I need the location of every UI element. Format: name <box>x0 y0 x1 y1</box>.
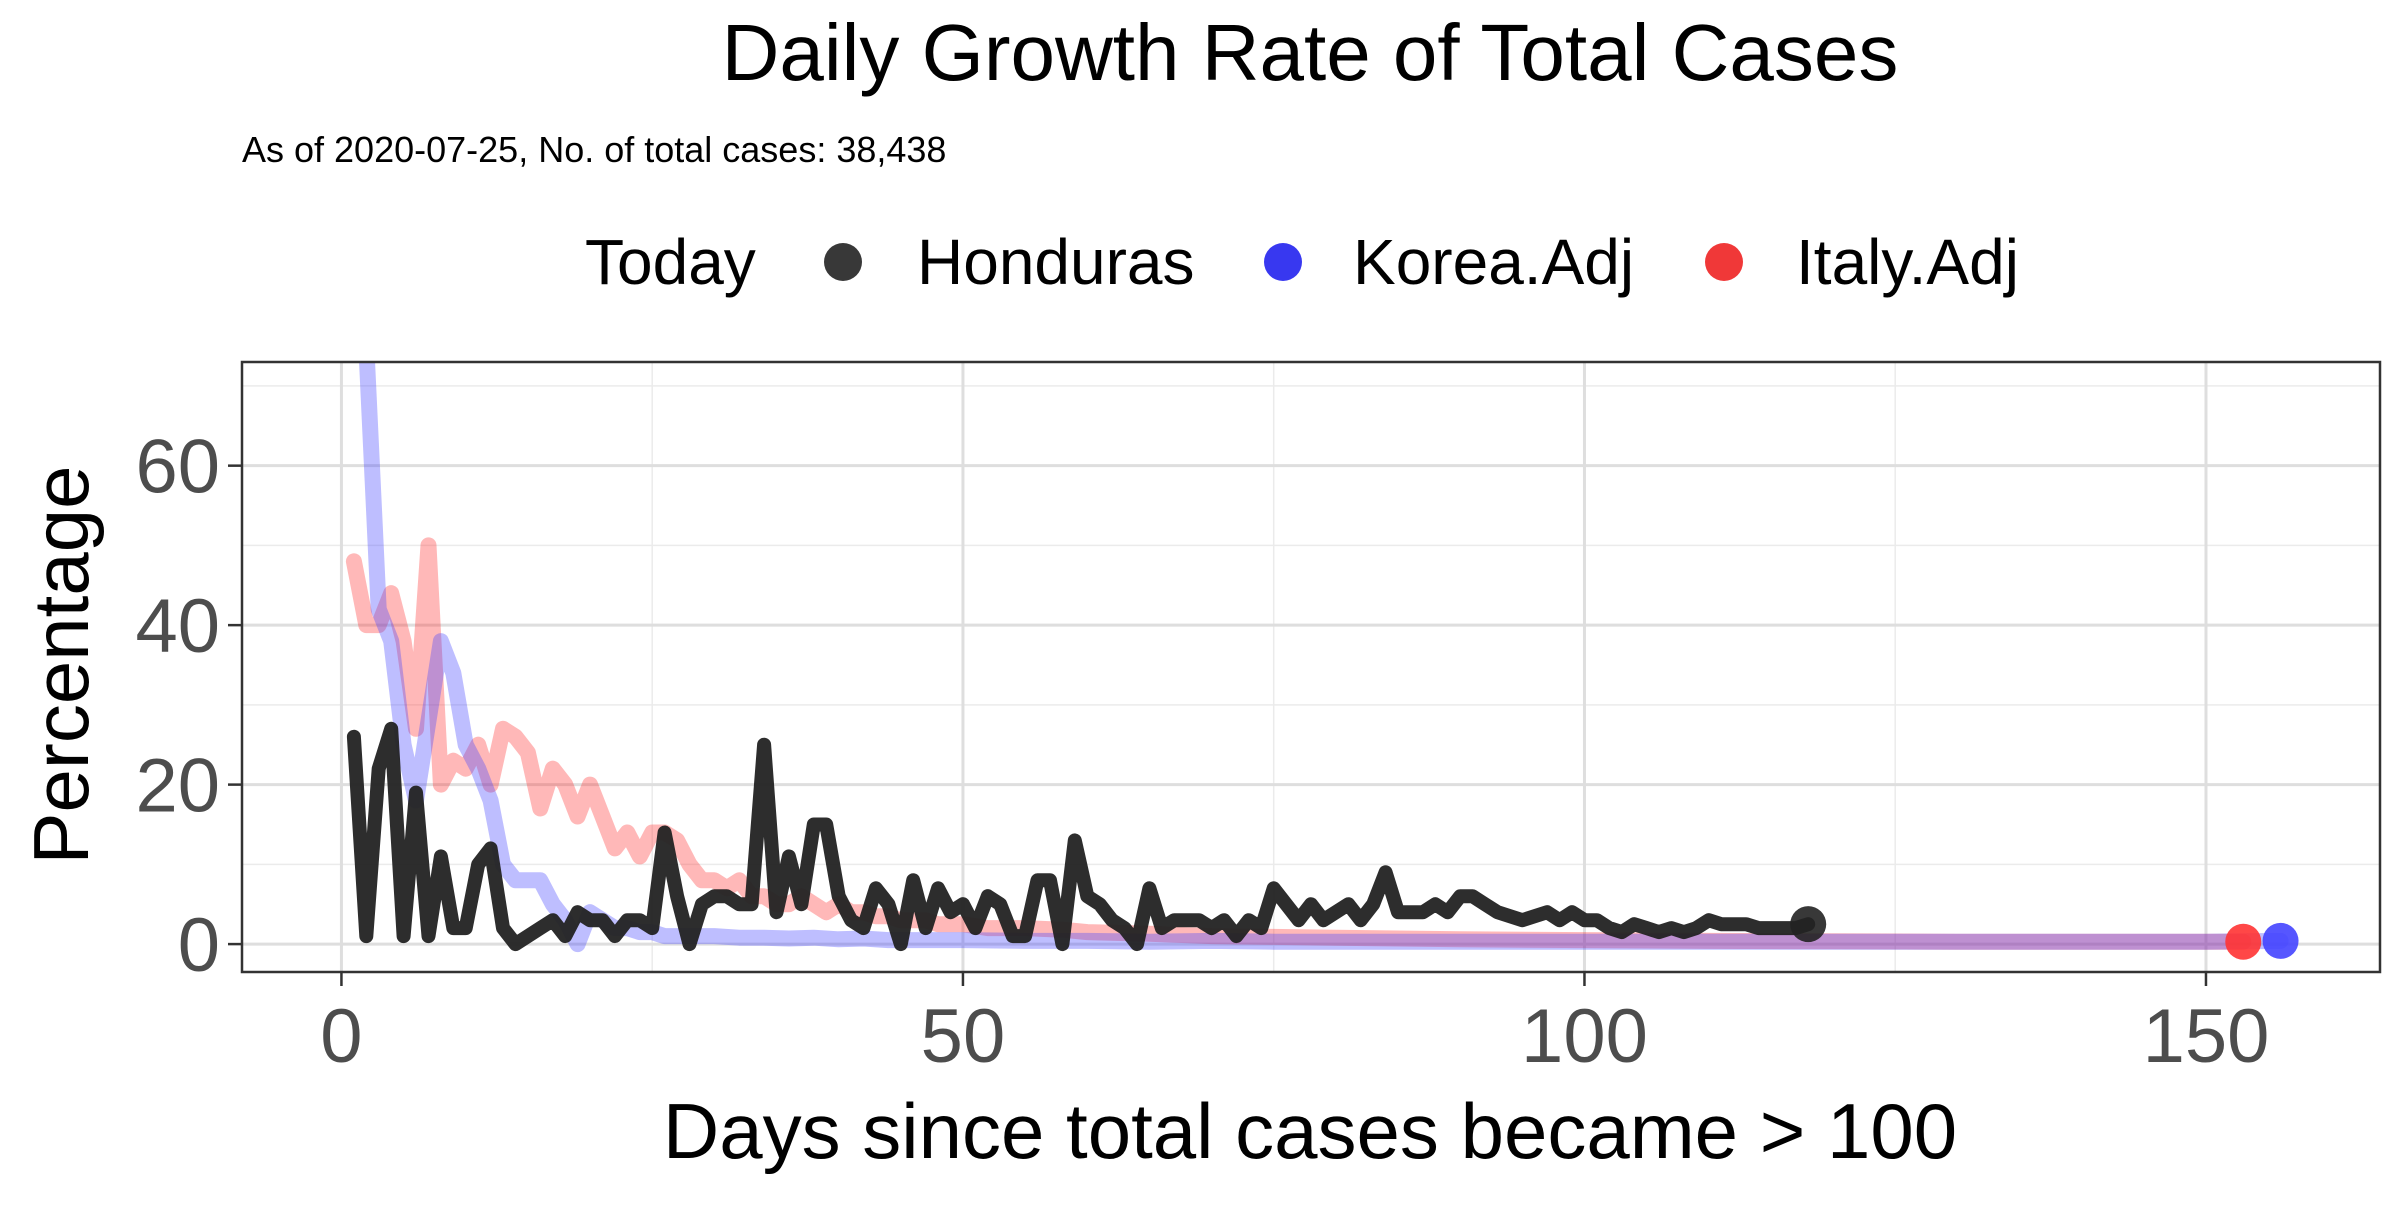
y-tick-label: 0 <box>178 903 220 988</box>
series-line-honduras <box>346 721 1816 952</box>
x-tick-label: 50 <box>921 994 1006 1079</box>
grid <box>242 362 2380 972</box>
axes: 0 50 100 150 0 20 40 60 <box>135 425 2269 1079</box>
y-tick-label: 20 <box>135 744 220 829</box>
chart-subtitle: As of 2020-07-25, No. of total cases: 38… <box>242 129 946 170</box>
legend-key-korea-adj <box>1264 243 1302 281</box>
x-axis-label: Days since total cases became > 100 <box>663 1087 1957 1175</box>
legend-key-honduras <box>824 243 862 281</box>
series-group <box>345 362 2299 960</box>
legend-label-honduras: Honduras <box>917 226 1195 298</box>
legend-label-korea-adj: Korea.Adj <box>1353 226 1634 298</box>
x-tick-label: 150 <box>2143 994 2270 1079</box>
plot-border <box>240 360 2382 974</box>
legend-label-italy-adj: Italy.Adj <box>1796 226 2019 298</box>
series-line-italy-adj <box>345 537 2252 950</box>
legend-title: Today <box>585 226 756 298</box>
legend: Today Honduras Korea.Adj Italy.Adj <box>585 226 2019 298</box>
y-tick-label: 40 <box>135 584 220 669</box>
x-tick-label: 0 <box>320 994 362 1079</box>
series-line-korea-adj <box>359 362 2289 953</box>
chart-title: Daily Growth Rate of Total Cases <box>722 8 1899 97</box>
x-tick-label: 100 <box>1521 994 1648 1079</box>
today-point-italy-adj <box>2225 923 2262 960</box>
y-axis-label: Percentage <box>17 466 105 865</box>
today-point-honduras <box>1790 906 1827 943</box>
plot-area: 0 50 100 150 0 20 40 60 <box>135 360 2382 1079</box>
today-point-korea-adj <box>2262 922 2299 959</box>
y-tick-label: 60 <box>135 425 220 510</box>
legend-key-italy-adj <box>1705 243 1743 281</box>
